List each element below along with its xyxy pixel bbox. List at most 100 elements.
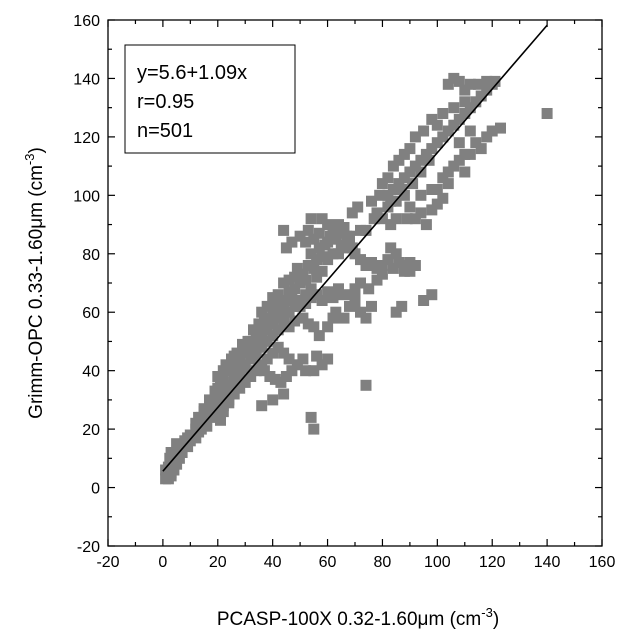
data-point-242 [459,96,471,108]
data-point-183 [300,365,312,377]
x-tick-label: 60 [319,554,337,571]
data-point-154 [272,324,284,336]
y-axis-title-close: ) [26,147,47,153]
data-point-147 [313,330,325,342]
y-axis-title-unit: m (cm [26,165,47,218]
y-tick-label: 160 [73,13,100,30]
data-point-188 [283,353,295,365]
data-point-246 [431,119,443,131]
data-point-338 [173,452,185,464]
data-point-281 [390,213,402,225]
data-point-331 [198,406,210,418]
data-point-162 [228,376,240,388]
data-point-288 [418,295,430,306]
data-point-35 [217,406,229,418]
data-point-267 [453,154,465,166]
data-point-124 [390,248,402,260]
y-tick-label: 140 [73,71,100,88]
data-point-91 [313,227,325,239]
x-axis-title-exponent: -3 [481,605,493,620]
data-point-99 [344,236,355,248]
data-point-181 [291,359,303,371]
data-point-234 [442,78,454,90]
x-axis-title-prefix: PCASP-100X 0.32-1.60 [217,609,418,630]
data-point-325 [228,359,240,371]
data-point-103 [300,236,312,248]
data-point-206 [305,411,317,423]
data-point-337 [176,447,188,458]
data-point-292 [453,137,465,149]
data-point-158 [250,347,262,359]
data-point-205 [278,388,290,400]
data-point-180 [286,365,298,377]
x-tick-label: 100 [424,554,451,571]
data-point-290 [431,184,443,195]
data-point-305 [344,230,355,242]
data-point-218 [404,166,416,178]
data-point-277 [437,172,449,184]
data-point-326 [223,365,235,377]
data-point-186 [322,353,334,365]
data-point-264 [437,192,449,204]
x-tick-label: 40 [264,554,282,571]
data-point-310 [311,271,323,283]
data-point-132 [327,292,339,304]
data-point-113 [355,254,366,266]
data-point-204 [267,394,279,406]
y-axis-title: Grimm-OPC 0.33-1.60μm (cm-3) [22,147,47,419]
axis-ticks: -20 0 20 40 60 80 100 120 140 160 -20 0 20 40 60 80 100 1… [73,13,615,571]
data-point-248 [409,131,421,143]
data-point-282 [385,219,397,231]
data-point-223 [431,137,443,149]
data-point-140 [349,298,361,309]
data-point-307 [333,248,344,260]
data-point-171 [237,341,248,353]
data-point-266 [448,160,460,172]
data-point-123 [409,260,421,271]
data-point-272 [481,131,493,143]
data-point-150 [297,312,309,324]
x-tick-label: -20 [96,554,119,571]
data-point-289 [426,289,438,301]
data-point-111 [346,242,358,254]
data-point-199 [223,394,235,406]
data-point-129 [349,283,361,295]
data-point-284 [366,195,377,207]
data-point-287 [396,300,408,312]
data-point-268 [459,166,471,178]
data-point-216 [393,178,405,190]
data-point-279 [415,189,427,201]
data-point-143 [366,300,377,312]
data-point-303 [352,201,364,213]
data-point-25 [190,417,202,429]
data-point-31 [215,414,226,426]
data-point-230 [470,96,482,108]
data-point-125 [385,242,397,254]
data-point-187 [311,350,323,362]
data-point-141 [355,306,366,318]
data-point-190 [272,341,284,353]
data-point-251 [393,154,405,166]
data-point-227 [453,113,465,125]
annotation-line-equation: y=5.6+1.09x [137,62,247,84]
data-point-100 [280,242,292,254]
data-point-102 [294,230,306,242]
data-point-257 [398,189,410,201]
data-point-236 [453,75,465,87]
data-point-217 [398,172,410,184]
data-point-185 [316,359,328,371]
data-point-161 [234,365,246,377]
y-axis-title-prefix: Grimm-OPC 0.33-1.60 [26,229,47,419]
data-point-259 [409,213,421,225]
data-point-80 [300,274,312,286]
data-point-112 [349,248,361,260]
data-point-270 [470,137,482,149]
data-point-194 [250,365,262,377]
data-point-319 [261,324,273,336]
data-point-225 [442,125,454,137]
data-point-219 [409,160,421,172]
data-point-293 [464,125,476,137]
data-point-336 [179,435,191,447]
data-point-221 [420,148,432,160]
data-point-254 [376,178,388,190]
